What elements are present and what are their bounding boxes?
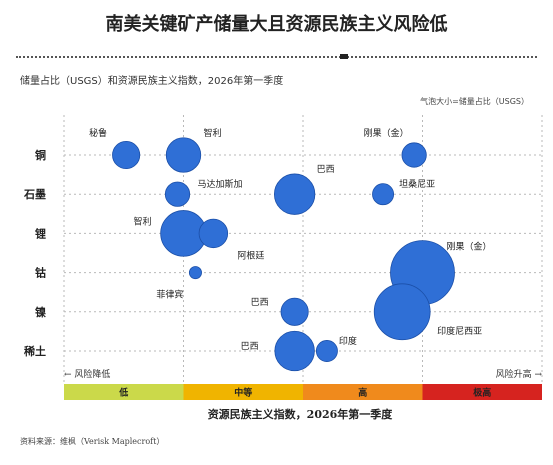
category-label: 锂: [35, 226, 46, 240]
risk-higher-note: 风险升高 →: [496, 368, 543, 380]
category-label: 铜: [34, 148, 46, 162]
bubble-label: 坦桑尼亚: [399, 179, 435, 190]
chart-subtitle: 储量占比（USGS）和资源民族主义指数，2026年第一季度: [20, 76, 284, 87]
data-bubble: [112, 140, 141, 170]
risk-band: [422, 384, 542, 400]
category-label: 稀土: [24, 344, 46, 358]
bubble-label: 刚果（金）: [364, 127, 409, 139]
category-label: 钴: [35, 266, 46, 280]
data-bubble: [274, 330, 315, 372]
bubble-label: 印度尼西亚: [437, 325, 482, 337]
divider-marker: [340, 54, 348, 59]
bubble-size-note: 气泡大小=储量占比（USGS）: [420, 97, 529, 106]
risk-band-label: 低: [118, 387, 128, 399]
risk-band-label: 高: [358, 387, 367, 399]
data-bubble: [188, 266, 202, 280]
bubble-label: 巴西: [251, 297, 269, 308]
category-label: 镍: [35, 305, 46, 319]
bubble-label: 刚果（金）: [447, 241, 492, 253]
data-bubble: [198, 218, 229, 249]
x-axis-label: 资源民族主义指数，2026年第一季度: [208, 407, 394, 421]
bubble-label: 印度: [339, 335, 357, 347]
bubble-label: 巴西: [317, 164, 335, 175]
chart-title: 南美关键矿产储量大且资源民族主义风险低: [105, 14, 448, 35]
risk-band-label: 中等: [234, 387, 252, 399]
risk-band: [303, 384, 423, 400]
bubble-label: 智利: [133, 215, 151, 227]
data-bubble: [401, 142, 427, 168]
bubble-label: 马达加斯加: [198, 178, 243, 190]
data-bubble: [372, 183, 395, 206]
risk-band: [64, 384, 184, 400]
bubble-label: 菲律宾: [156, 289, 183, 301]
category-label: 石墨: [23, 188, 46, 201]
data-bubble: [165, 137, 202, 173]
data-bubble: [273, 173, 316, 215]
bubble-label: 巴西: [241, 341, 259, 352]
risk-band-label: 极高: [473, 387, 491, 399]
bubble-label: 智利: [204, 127, 222, 139]
risk-lower-note: ← 风险降低: [64, 368, 110, 380]
bubble-label: 阿根廷: [237, 249, 264, 261]
data-bubble: [280, 297, 309, 326]
data-bubble: [373, 283, 431, 341]
risk-band: [183, 384, 303, 400]
data-bubble: [164, 181, 191, 207]
data-bubble: [315, 340, 338, 362]
source-note: 资料来源：维枫（Verisk Maplecroft）: [20, 437, 165, 446]
title-divider: [16, 56, 537, 58]
bubble-label: 秘鲁: [89, 127, 107, 139]
